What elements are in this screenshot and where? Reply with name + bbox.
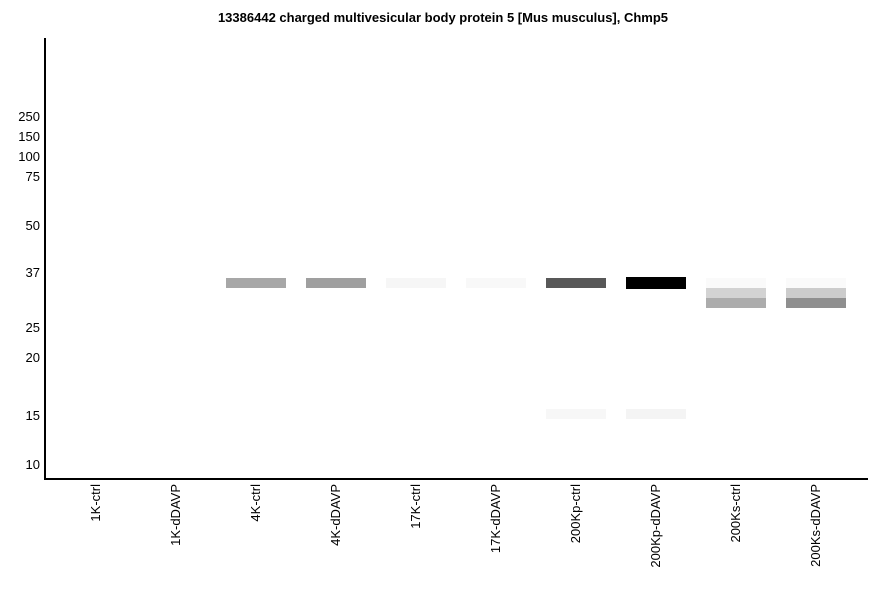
band-200Ks-ctrl-35kda — [706, 278, 766, 288]
lane-label-4K-dDAVP: 4K-dDAVP — [328, 484, 343, 546]
band-200Ks-ctrl-33kda — [706, 288, 766, 298]
lane-label-17K-dDAVP: 17K-dDAVP — [488, 484, 503, 554]
y-tick-label-250: 250 — [18, 109, 40, 124]
band-200Kp-dDAVP-15kda — [626, 409, 686, 419]
lane-label-1K-dDAVP: 1K-dDAVP — [168, 484, 183, 546]
band-200Ks-dDAVP-31kda — [786, 298, 846, 308]
band-4K-dDAVP-35kda — [306, 278, 366, 288]
y-tick-label-100: 100 — [18, 149, 40, 164]
y-tick-label-75: 75 — [25, 169, 40, 184]
band-200Ks-ctrl-31kda — [706, 298, 766, 308]
lane-label-1K-ctrl: 1K-ctrl — [88, 484, 103, 522]
y-tick-label-150: 150 — [18, 129, 40, 144]
y-tick-label-10: 10 — [25, 457, 40, 472]
y-tick-label-15: 15 — [25, 408, 40, 423]
band-200Ks-dDAVP-33kda — [786, 288, 846, 298]
y-tick-label-20: 20 — [25, 350, 40, 365]
lane-label-200Ks-ctrl: 200Ks-ctrl — [728, 484, 743, 543]
x-axis-line — [44, 478, 868, 480]
lane-label-4K-ctrl: 4K-ctrl — [248, 484, 263, 522]
y-tick-label-25: 25 — [25, 320, 40, 335]
figure-title: 13386442 charged multivesicular body pro… — [217, 10, 669, 25]
lane-label-17K-ctrl: 17K-ctrl — [408, 484, 423, 529]
band-200Kp-ctrl-35kda — [546, 278, 606, 288]
y-tick-label-37: 37 — [25, 265, 40, 280]
band-17K-ctrl-35kda — [386, 278, 446, 288]
band-17K-dDAVP-35kda — [466, 278, 526, 288]
lane-label-200Ks-dDAVP: 200Ks-dDAVP — [808, 484, 823, 567]
band-200Kp-dDAVP-35kda — [626, 277, 686, 289]
y-tick-label-50: 50 — [25, 218, 40, 233]
band-200Ks-dDAVP-35kda — [786, 278, 846, 288]
band-4K-ctrl-35kda — [226, 278, 286, 288]
y-axis-line — [44, 38, 46, 480]
lane-label-200Kp-ctrl: 200Kp-ctrl — [568, 484, 583, 544]
band-200Kp-ctrl-15kda — [546, 409, 606, 419]
lane-label-200Kp-dDAVP: 200Kp-dDAVP — [648, 484, 663, 568]
